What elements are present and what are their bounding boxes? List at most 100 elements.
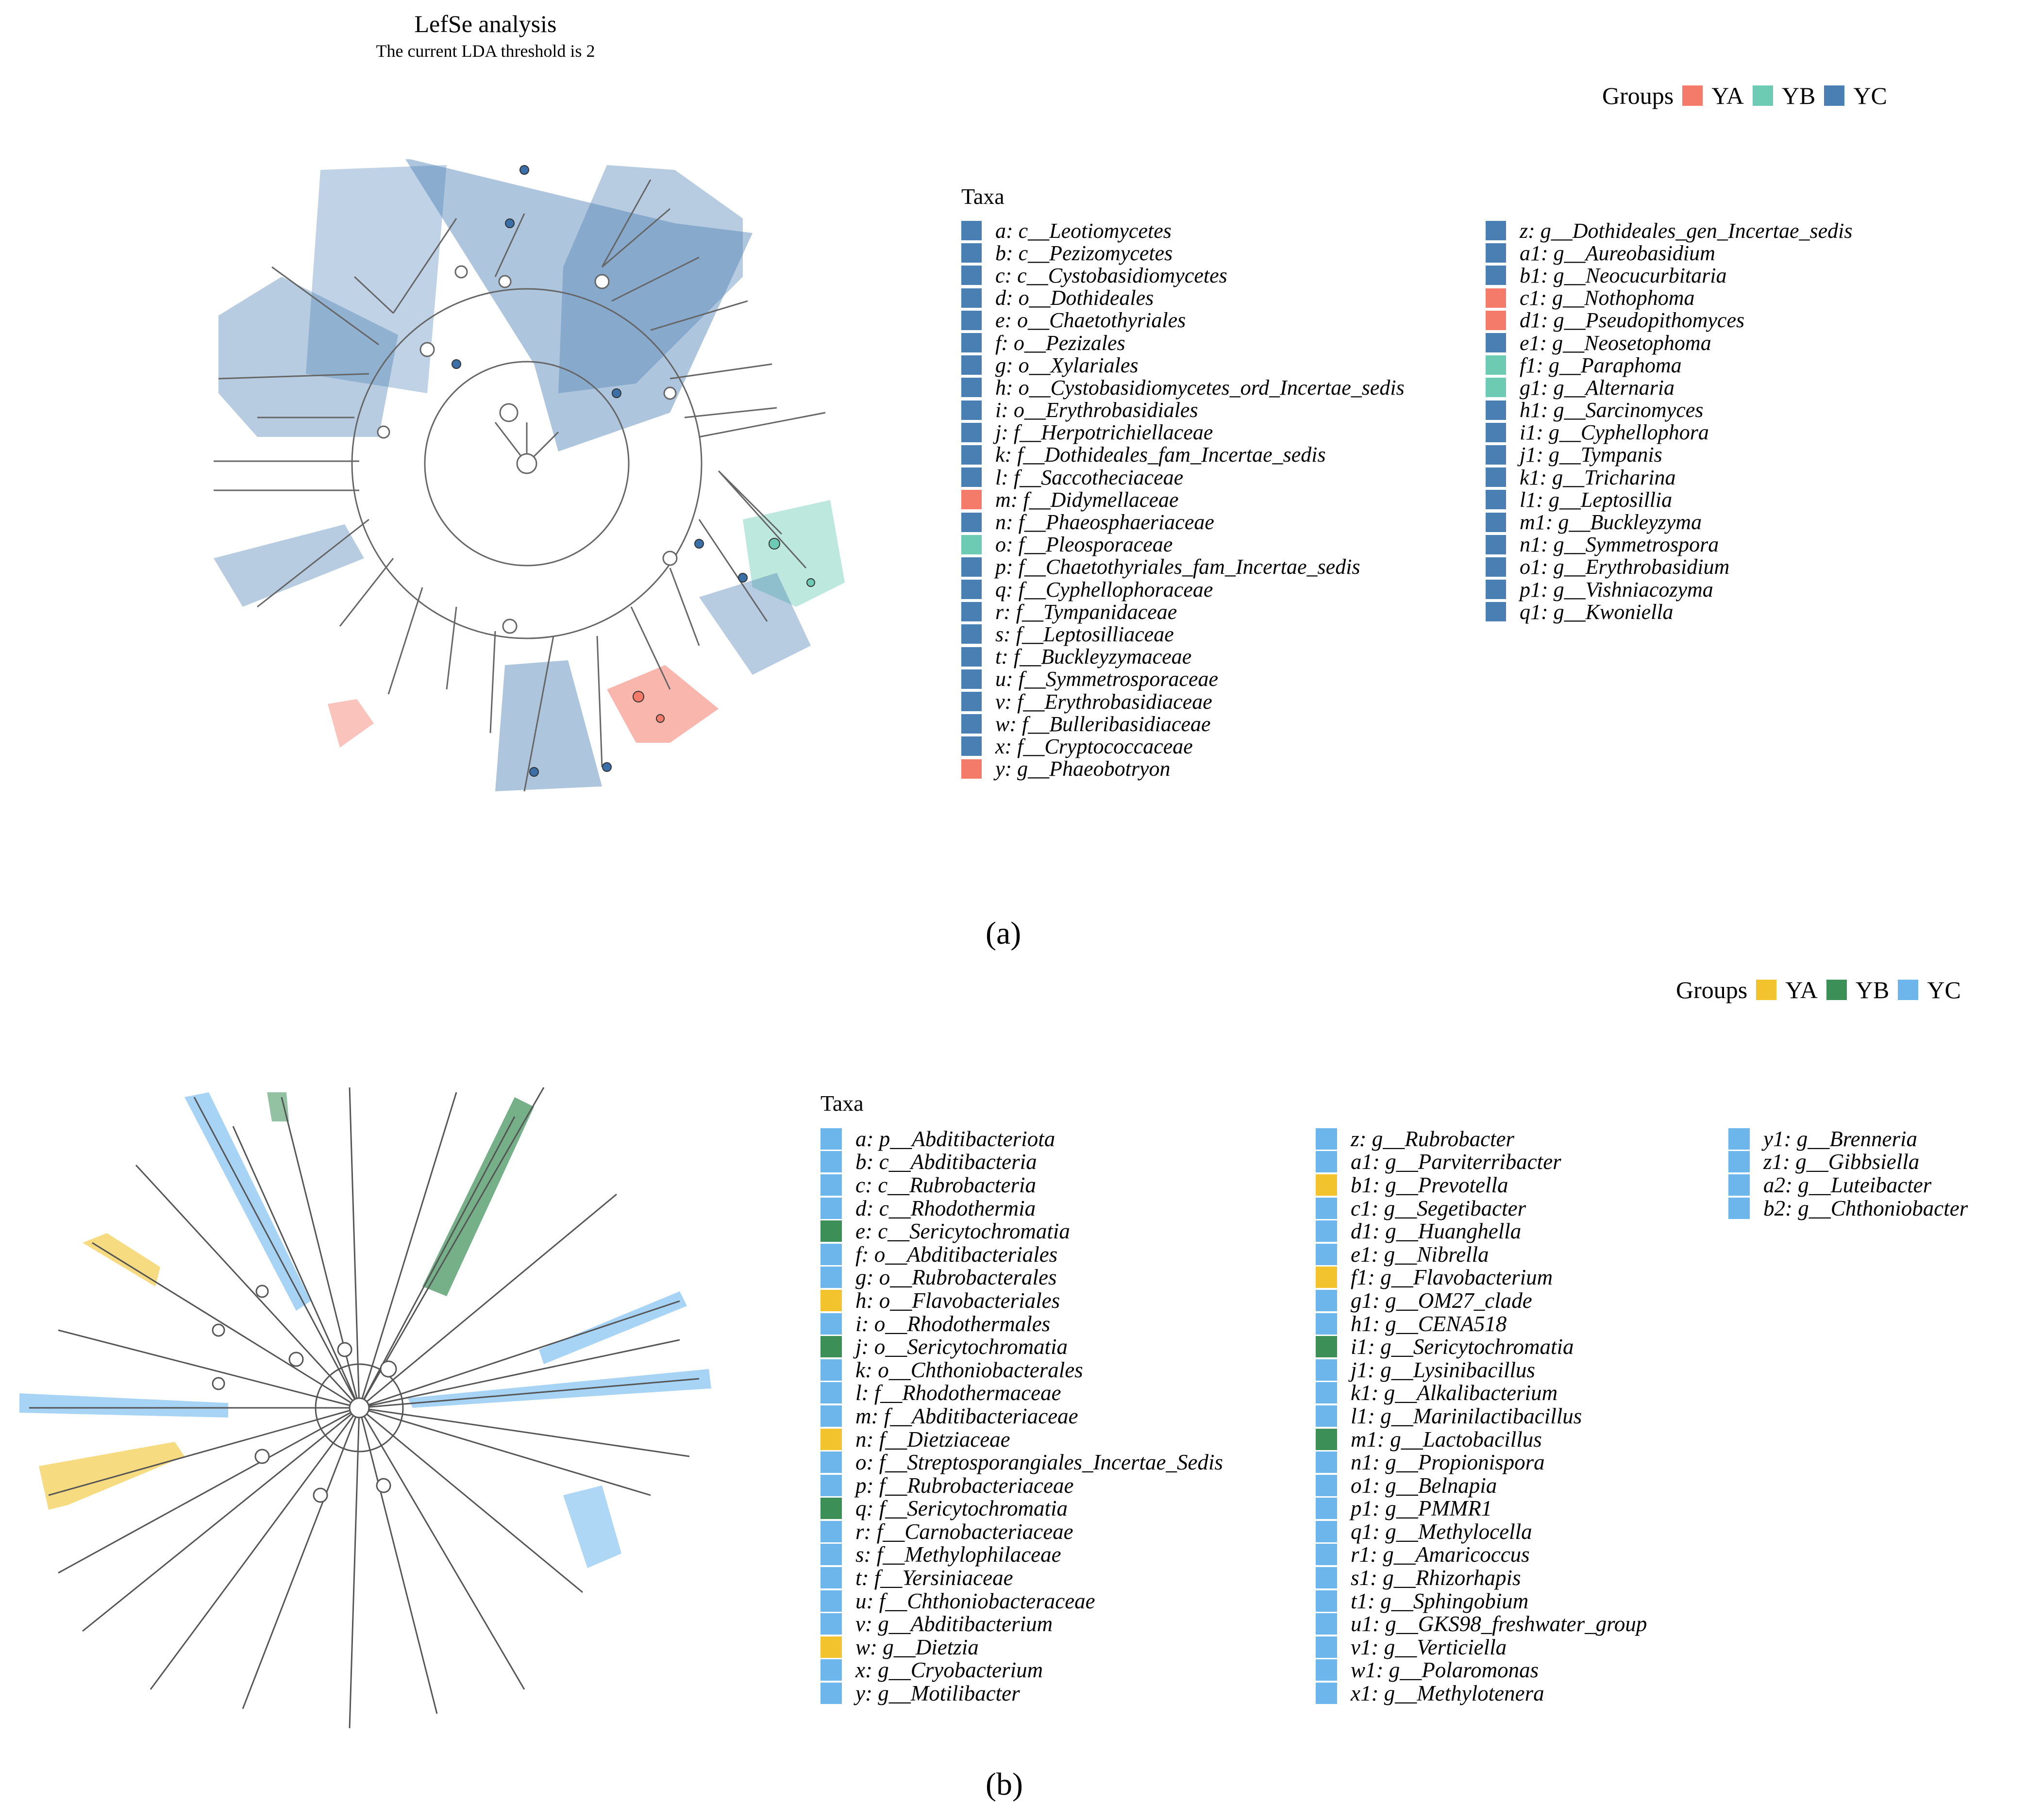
taxa-label: o1: g__Erythrobasidium [1520, 555, 1730, 579]
taxa-label: j: f__Herpotrichiellaceae [995, 420, 1213, 445]
taxa-swatch [1486, 468, 1506, 487]
taxa-swatch [1316, 1613, 1337, 1635]
group-label-ya: YA [1711, 82, 1744, 109]
panel-b-label: (b) [986, 1767, 1023, 1802]
taxa-swatch [820, 1405, 842, 1427]
taxa-swatch [961, 333, 982, 353]
taxa-label: d: o__Dothideales [995, 286, 1154, 310]
panel-a-taxa-column-1: a: c__Leotiomycetes b: c__Pezizomycetes c:… [961, 218, 1405, 781]
taxa-swatch [1316, 1405, 1337, 1427]
taxa-legend-item: h1: g__Sarcinomyces [1486, 398, 1853, 422]
clade-highlight [563, 1486, 621, 1568]
clade-highlight [83, 1233, 160, 1286]
taxa-swatch [961, 624, 982, 644]
taxa-swatch [1316, 1474, 1337, 1496]
taxa-swatch [961, 534, 982, 554]
clade-highlight [218, 277, 398, 437]
taxa-label: a: c__Leotiomycetes [995, 218, 1172, 243]
taxa-swatch [820, 1243, 842, 1265]
taxa-label: z: g__Rubrobacter [1351, 1126, 1515, 1151]
taxa-legend-item: d1: g__Pseudopithomyces [1486, 308, 1853, 333]
taxa-swatch [1316, 1151, 1337, 1173]
taxa-legend-item: t: f__Yersiniaceae [820, 1566, 1223, 1590]
taxa-legend-item: q1: g__Methylocella [1316, 1519, 1647, 1544]
taxa-legend-item: k1: g__Tricharina [1486, 466, 1853, 489]
taxa-label: n1: g__Propionispora [1351, 1450, 1545, 1475]
taxa-legend-item: j1: g__Lysinibacillus [1316, 1358, 1647, 1382]
taxa-legend-item: l1: g__Leptosillia [1486, 488, 1853, 512]
taxa-label: h: o__Cystobasidiomycetes_ord_Incertae_s… [995, 375, 1405, 400]
taxa-swatch [1486, 243, 1506, 263]
taxa-swatch [1486, 400, 1506, 420]
taxa-label: a2: g__Luteibacter [1763, 1172, 1932, 1197]
panel-b-groups-legend: Groups YA YB YC [1676, 976, 1961, 1004]
taxa-legend-item: h1: g__CENA518 [1316, 1312, 1647, 1336]
taxa-legend-item: n: f__Phaeosphaeriaceae [961, 510, 1405, 534]
taxa-label: b2: g__Chthoniobacter [1763, 1196, 1968, 1220]
taxa-legend-item: n1: g__Symmetrospora [1486, 533, 1853, 556]
taxa-swatch [1316, 1313, 1337, 1335]
clade-highlight [422, 1097, 534, 1296]
taxa-legend-item: r1: g__Amaricoccus [1316, 1542, 1647, 1567]
taxa-swatch [820, 1220, 842, 1242]
taxa-legend-item: a2: g__Luteibacter [1728, 1173, 1968, 1197]
taxa-swatch [1316, 1659, 1337, 1681]
taxa-label: q: f__Sericytochromatia [855, 1496, 1068, 1521]
taxa-label: q1: g__Kwoniella [1520, 600, 1674, 624]
clade-highlight [19, 1393, 228, 1418]
taxa-swatch [961, 221, 982, 241]
taxa-legend-item: a1: g__Aureobasidium [1486, 241, 1853, 265]
taxa-legend-item: e1: g__Nibrella [1316, 1242, 1647, 1267]
taxa-label: d1: g__Huanghella [1351, 1219, 1522, 1244]
taxa-swatch [820, 1151, 842, 1173]
tree-tips-a [452, 165, 748, 777]
taxa-swatch [1316, 1197, 1337, 1219]
taxa-label: j1: g__Lysinibacillus [1351, 1357, 1535, 1382]
taxa-label: c: c__Cystobasidiomycetes [995, 263, 1227, 287]
taxa-label: u: f__Symmetrosporaceae [995, 667, 1219, 691]
group-swatch-yc [1824, 85, 1845, 106]
taxa-swatch [961, 243, 982, 263]
taxa-label: f1: g__Flavobacterium [1351, 1265, 1553, 1290]
taxa-label: h: o__Flavobacteriales [855, 1288, 1060, 1313]
taxa-swatch [1316, 1220, 1337, 1242]
taxa-legend-item: z: g__Dothideales_gen_Incertae_sedis [1486, 219, 1853, 243]
taxa-label: c1: g__Nothophoma [1520, 286, 1695, 310]
taxa-legend-item: t: f__Buckleyzymaceae [961, 645, 1405, 668]
taxa-label: n: f__Dietziaceae [855, 1427, 1010, 1452]
taxa-label: a1: g__Parviterribacter [1351, 1150, 1561, 1174]
taxa-legend-item: u: f__Symmetrosporaceae [961, 667, 1405, 691]
taxa-swatch [820, 1544, 842, 1566]
taxa-legend-item: p: f__Rubrobacteriaceae [820, 1473, 1223, 1498]
taxa-swatch [1486, 266, 1506, 285]
taxa-label: d1: g__Pseudopithomyces [1520, 308, 1745, 333]
clade-highlight [214, 524, 364, 607]
taxa-swatch [961, 378, 982, 398]
taxa-swatch [1486, 534, 1506, 554]
taxa-label: e1: g__Nibrella [1351, 1242, 1489, 1267]
taxa-legend-item: m1: g__Buckleyzyma [1486, 510, 1853, 534]
taxa-label: h1: g__CENA518 [1351, 1311, 1507, 1336]
taxa-legend-item: v: f__Erythrobasidiaceae [961, 690, 1405, 714]
taxa-legend-item: b: c__Abditibacteria [820, 1150, 1223, 1174]
taxa-label: x1: g__Methylotenera [1351, 1681, 1544, 1706]
taxa-label: l: f__Saccotheciaceae [995, 465, 1184, 489]
taxa-legend-item: o1: g__Erythrobasidium [1486, 555, 1853, 579]
taxa-label: a1: g__Aureobasidium [1520, 241, 1715, 265]
taxa-legend-item: c1: g__Segetibacter [1316, 1196, 1647, 1220]
taxa-legend-item: w: g__Dietzia [820, 1635, 1223, 1659]
taxa-label: z1: g__Gibbsiella [1763, 1150, 1920, 1174]
taxa-swatch [820, 1474, 842, 1496]
taxa-legend-item: o: f__Streptosporangiales_Incertae_Sedis [820, 1450, 1223, 1474]
taxa-label: p: f__Chaetothyriales_fam_Incertae_sedis [995, 555, 1360, 579]
clade-highlight [539, 1291, 687, 1364]
cladogram-a [214, 159, 845, 792]
taxa-swatch [820, 1659, 842, 1681]
taxa-legend-item: l1: g__Marinilactibacillus [1316, 1404, 1647, 1428]
taxa-legend-item: j: o__Sericytochromatia [820, 1335, 1223, 1359]
taxa-legend-item: m: f__Didymellaceae [961, 488, 1405, 512]
taxa-swatch [1316, 1428, 1337, 1450]
taxa-legend-item: c: c__Cystobasidiomycetes [961, 263, 1405, 287]
taxa-label: b1: g__Prevotella [1351, 1172, 1508, 1197]
taxa-legend-item: v1: g__Verticiella [1316, 1635, 1647, 1659]
